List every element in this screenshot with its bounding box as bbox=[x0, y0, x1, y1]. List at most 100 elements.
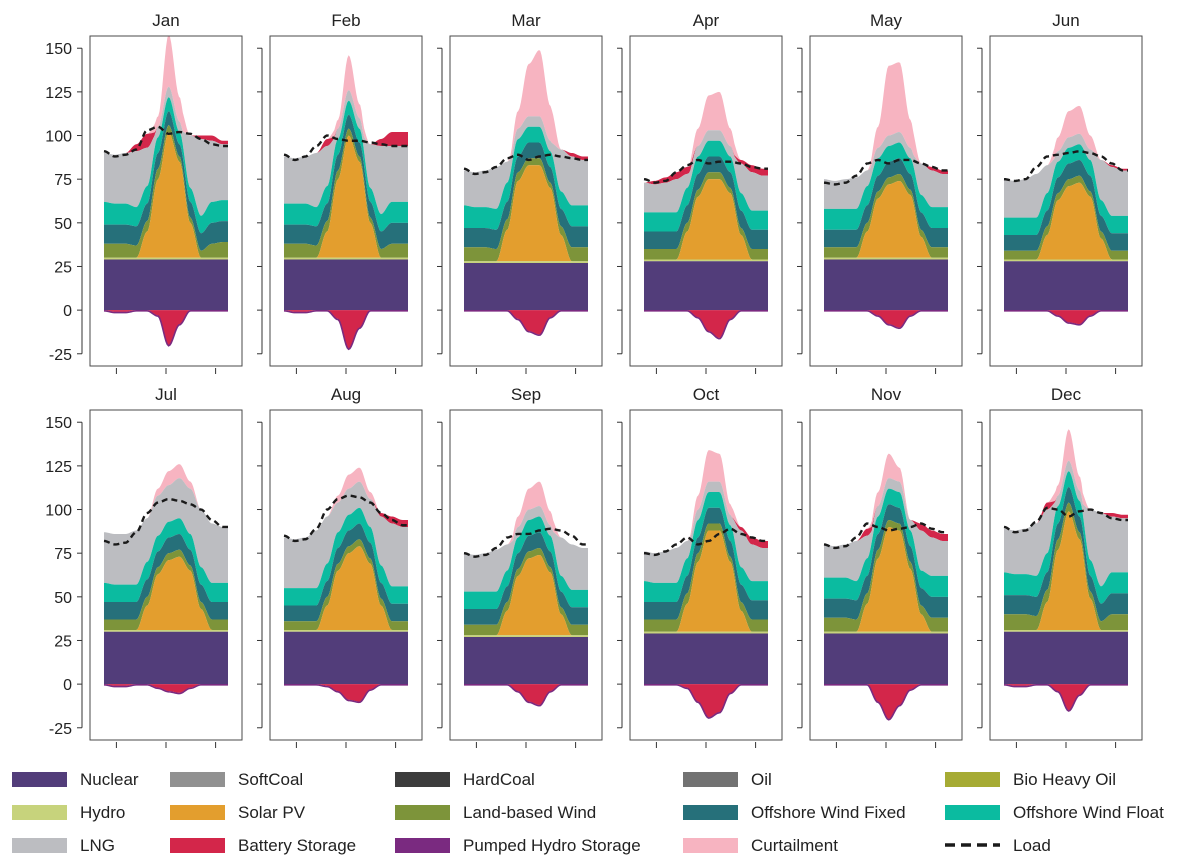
legend-item-nuclear: Nuclear bbox=[12, 770, 139, 789]
legend-item-hardcoal: HardCoal bbox=[395, 770, 535, 789]
legend-label: Bio Heavy Oil bbox=[1013, 770, 1116, 789]
nuclear-area bbox=[644, 633, 768, 685]
load-line bbox=[1003, 150, 1128, 183]
curtailment-area bbox=[644, 450, 768, 554]
legend-swatch bbox=[395, 772, 450, 787]
stack-area bbox=[1003, 429, 1128, 712]
stack-area bbox=[644, 91, 768, 340]
panel-frame bbox=[449, 35, 603, 367]
hydro-area bbox=[644, 631, 768, 634]
y-tick-label: 150 bbox=[45, 41, 72, 58]
nuclear-area bbox=[824, 633, 948, 685]
nuclear-area bbox=[104, 631, 228, 685]
stack-area bbox=[644, 450, 768, 719]
legend-swatch bbox=[12, 805, 67, 820]
lng-area bbox=[284, 481, 408, 589]
offshore-wind-float-area bbox=[284, 100, 408, 232]
lng-area bbox=[104, 86, 228, 216]
solar-area bbox=[464, 165, 588, 262]
legend-label: Curtailment bbox=[751, 836, 838, 855]
y-tick-label: 25 bbox=[54, 259, 72, 276]
panel-title: Aug bbox=[331, 385, 361, 404]
pumped-hydro-edge bbox=[824, 310, 948, 330]
stack-area bbox=[284, 467, 408, 704]
pumped-hydro-edge bbox=[284, 684, 408, 704]
panel-title: Oct bbox=[693, 385, 720, 404]
panel-frame bbox=[989, 409, 1143, 741]
load-line bbox=[1003, 506, 1128, 534]
legend-item-pumped: Pumped Hydro Storage bbox=[395, 836, 641, 855]
legend-label: HardCoal bbox=[463, 770, 535, 789]
hydro-area bbox=[644, 259, 768, 262]
nuclear-area bbox=[1004, 261, 1128, 311]
offshore-wind-fixed-area bbox=[284, 114, 408, 249]
legend-swatch bbox=[170, 838, 225, 853]
panel-mar: Mar bbox=[437, 11, 603, 374]
land-wind-area bbox=[104, 549, 228, 630]
offshore-wind-float-area bbox=[1004, 144, 1128, 236]
legend-swatch bbox=[12, 838, 67, 853]
nuclear-area bbox=[464, 262, 588, 311]
panel-jul: Jul 150 125 100 75 50 25 0 -25 bbox=[45, 385, 243, 748]
panel-title: May bbox=[870, 11, 903, 30]
battery-charge-area bbox=[104, 684, 228, 693]
legend-item-landwind: Land-based Wind bbox=[395, 803, 596, 822]
panel-aug: Aug bbox=[257, 385, 423, 748]
solar-area bbox=[824, 526, 948, 632]
land-wind-area bbox=[284, 128, 408, 258]
solar-area bbox=[104, 556, 228, 630]
land-wind-area bbox=[464, 158, 588, 262]
lng-area bbox=[104, 478, 228, 585]
legend-label: Nuclear bbox=[80, 770, 139, 789]
panel-frame bbox=[629, 409, 783, 741]
y-tick-label: 125 bbox=[45, 85, 72, 102]
offshore-wind-fixed-area bbox=[284, 523, 408, 622]
load-line bbox=[823, 158, 948, 186]
legend-item-battery: Battery Storage bbox=[170, 836, 356, 855]
legend-swatch bbox=[683, 772, 738, 787]
legend-swatch bbox=[945, 805, 1000, 820]
panel-title: Jun bbox=[1052, 11, 1079, 30]
battery-charge-area bbox=[464, 310, 588, 335]
legend-label: Load bbox=[1013, 836, 1051, 855]
battery-charge-area bbox=[644, 310, 768, 339]
y-tick-label: 150 bbox=[45, 415, 72, 432]
panel-oct: Oct bbox=[617, 385, 783, 748]
pumped-hydro-edge bbox=[1003, 684, 1128, 712]
panel-title: Sep bbox=[511, 385, 541, 404]
land-wind-area bbox=[464, 547, 588, 636]
legend-item-lng: LNG bbox=[12, 836, 115, 855]
stack-area bbox=[103, 464, 228, 695]
stack-area bbox=[283, 55, 408, 351]
legend-swatch bbox=[170, 805, 225, 820]
battery-charge-area bbox=[1004, 310, 1128, 325]
y-tick-label: 0 bbox=[63, 677, 72, 694]
panel-frame bbox=[809, 409, 963, 741]
pumped-hydro-edge bbox=[824, 684, 948, 721]
pumped-hydro-edge bbox=[464, 684, 588, 707]
hydro-area bbox=[824, 631, 948, 634]
pumped-hydro-edge bbox=[283, 310, 408, 351]
lng-area bbox=[464, 116, 588, 209]
y-tick-label: 50 bbox=[54, 590, 72, 607]
solar-area bbox=[104, 132, 228, 258]
hydro-area bbox=[104, 630, 228, 632]
legend-swatch bbox=[12, 772, 67, 787]
offshore-wind-fixed-area bbox=[824, 504, 948, 620]
hydro-area bbox=[284, 630, 408, 632]
load-line bbox=[463, 153, 588, 176]
curtailment-area bbox=[104, 36, 228, 155]
panel-jun: Jun bbox=[977, 11, 1143, 374]
panel-frame bbox=[269, 409, 423, 741]
offshore-wind-float-area bbox=[1004, 471, 1128, 604]
y-tick-label: -25 bbox=[49, 347, 72, 364]
load-line bbox=[103, 497, 228, 546]
panel-may: May bbox=[797, 11, 963, 374]
panel-feb: Feb bbox=[257, 11, 423, 374]
land-wind-area bbox=[104, 125, 228, 258]
pumped-hydro-edge bbox=[103, 684, 228, 695]
legend-swatch bbox=[395, 805, 450, 820]
legend-item-curtail: Curtailment bbox=[683, 836, 838, 855]
panel-title: Jan bbox=[152, 11, 179, 30]
land-wind-area bbox=[824, 173, 948, 258]
